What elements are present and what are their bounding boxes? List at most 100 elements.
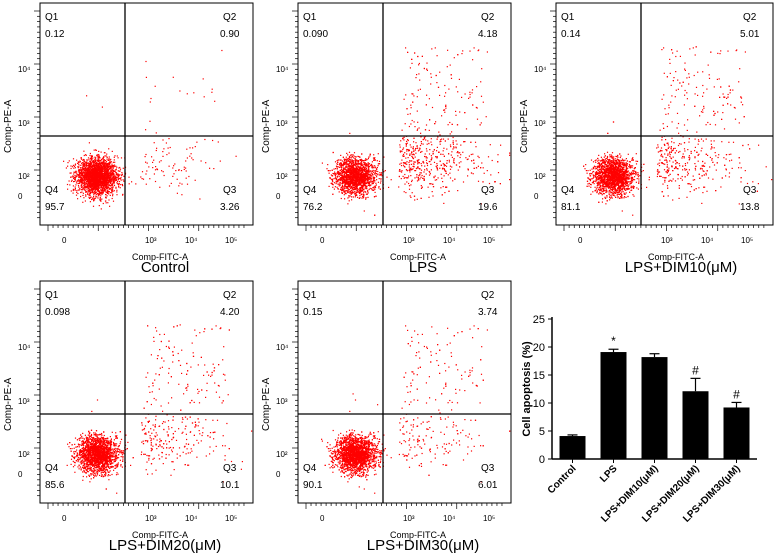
scatter-point bbox=[348, 189, 350, 191]
scatter-point bbox=[74, 179, 76, 181]
scatter-point bbox=[348, 176, 350, 178]
scatter-point bbox=[407, 139, 409, 141]
scatter-point bbox=[350, 177, 352, 179]
scatter-point bbox=[102, 189, 104, 191]
scatter-point bbox=[149, 120, 151, 122]
scatter-point bbox=[104, 179, 106, 182]
scatter-point bbox=[444, 109, 446, 111]
scatter-point bbox=[354, 181, 356, 183]
scatter-point bbox=[211, 88, 213, 90]
scatter-point bbox=[430, 169, 432, 171]
scatter-point bbox=[90, 159, 92, 161]
scatter-point bbox=[114, 155, 116, 157]
scatter-point bbox=[440, 173, 442, 175]
scatter-point bbox=[332, 186, 334, 188]
scatter-point bbox=[371, 182, 373, 184]
scatter-point bbox=[89, 190, 91, 193]
scatter-point bbox=[98, 205, 100, 207]
scatter-point bbox=[327, 164, 329, 166]
scatter-point bbox=[106, 192, 109, 194]
scatter-point bbox=[111, 191, 113, 193]
scatter-point bbox=[373, 178, 375, 180]
scatter-point bbox=[173, 165, 175, 167]
scatter-point bbox=[88, 166, 91, 169]
scatter-point bbox=[353, 152, 356, 154]
scatter-point bbox=[363, 195, 365, 197]
scatter-point bbox=[459, 111, 461, 113]
scatter-point bbox=[330, 174, 332, 176]
scatter-point bbox=[365, 168, 368, 170]
scatter-point bbox=[485, 116, 487, 118]
scatter-point bbox=[186, 93, 188, 95]
scatter-point bbox=[402, 153, 405, 155]
scatter-point bbox=[89, 185, 91, 187]
scatter-point bbox=[369, 173, 371, 175]
scatter-point bbox=[352, 183, 354, 185]
scatter-point bbox=[375, 184, 377, 186]
scatter-point bbox=[128, 176, 130, 178]
scatter-point bbox=[92, 188, 94, 190]
scatter-point bbox=[416, 129, 418, 131]
scatter-point bbox=[403, 177, 405, 179]
scatter-point bbox=[347, 203, 349, 205]
scatter-point bbox=[474, 141, 477, 143]
scatter-point bbox=[92, 186, 94, 188]
scatter-point bbox=[428, 142, 430, 145]
scatter-point bbox=[94, 181, 96, 183]
scatter-point bbox=[87, 193, 89, 195]
scatter-point bbox=[365, 185, 367, 187]
scatter-point bbox=[104, 186, 106, 189]
scatter-point bbox=[364, 172, 366, 174]
scatter-point bbox=[455, 147, 457, 149]
scatter-point bbox=[427, 140, 429, 142]
scatter-point bbox=[416, 96, 418, 98]
scatter-point bbox=[110, 189, 112, 191]
scatter-point bbox=[414, 126, 416, 128]
scatter-point bbox=[98, 180, 100, 182]
scatter-point bbox=[77, 192, 79, 195]
scatter-point bbox=[339, 178, 341, 180]
scatter-point bbox=[350, 182, 352, 184]
scatter-point bbox=[73, 177, 75, 179]
scatter-point bbox=[455, 110, 457, 112]
scatter-point bbox=[121, 172, 123, 174]
q4-value: 95.7 bbox=[45, 202, 65, 213]
scatter-point bbox=[453, 147, 455, 149]
scatter-point bbox=[107, 202, 109, 204]
scatter-point bbox=[376, 168, 378, 170]
scatter-point bbox=[358, 182, 361, 184]
scatter-point bbox=[434, 179, 436, 181]
scatter-point bbox=[110, 170, 112, 172]
scatter-point bbox=[411, 119, 413, 122]
scatter-point bbox=[165, 142, 167, 144]
scatter-point bbox=[398, 170, 400, 172]
scatter-point bbox=[98, 157, 101, 159]
scatter-point bbox=[107, 177, 109, 179]
scatter-point bbox=[91, 191, 93, 193]
scatter-point bbox=[194, 179, 196, 181]
scatter-point bbox=[360, 177, 362, 179]
scatter-point bbox=[114, 166, 116, 168]
scatter-point bbox=[113, 190, 115, 192]
scatter-point bbox=[411, 154, 413, 156]
scatter-point bbox=[375, 182, 377, 184]
scatter-point bbox=[82, 201, 84, 203]
scatter-point bbox=[366, 159, 368, 161]
scatter-point bbox=[346, 161, 348, 163]
scatter-point bbox=[335, 183, 337, 185]
scatter-point bbox=[103, 170, 105, 172]
scatter-point bbox=[459, 166, 461, 168]
scatter-point bbox=[101, 189, 103, 191]
scatter-point bbox=[86, 185, 88, 187]
scatter-point bbox=[350, 193, 352, 195]
scatter-point bbox=[352, 154, 354, 156]
scatter-point bbox=[89, 170, 91, 172]
scatter-point bbox=[360, 185, 362, 187]
scatter-point bbox=[357, 167, 359, 169]
scatter-point bbox=[353, 163, 355, 165]
scatter-point bbox=[108, 183, 110, 186]
scatter-point bbox=[360, 188, 362, 190]
scatter-point bbox=[99, 163, 101, 165]
scatter-point bbox=[403, 191, 405, 193]
scatter-point bbox=[78, 175, 81, 177]
